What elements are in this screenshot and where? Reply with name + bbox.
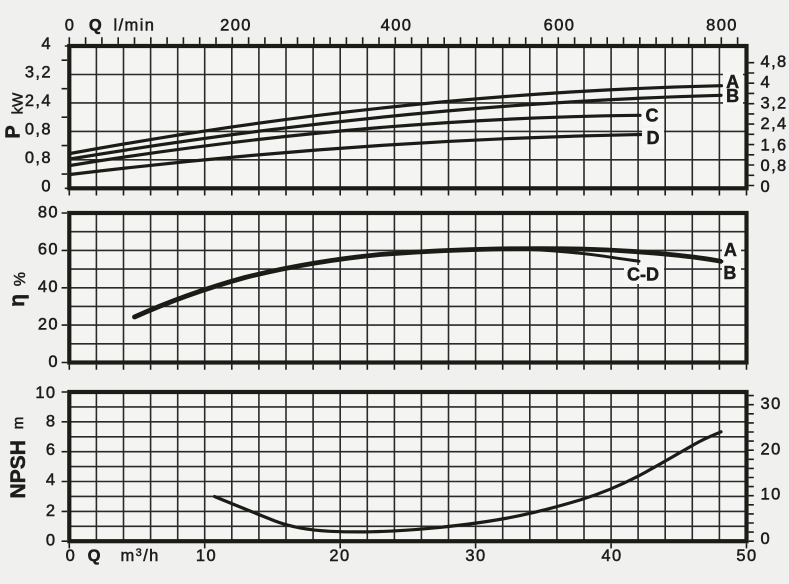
svg-text:10: 10 xyxy=(196,547,217,565)
svg-text:0,8: 0,8 xyxy=(761,157,788,175)
svg-text:C-D: C-D xyxy=(627,265,659,285)
svg-text:2,4: 2,4 xyxy=(761,115,788,133)
svg-text:600: 600 xyxy=(544,17,576,35)
svg-text:0,8: 0,8 xyxy=(25,149,52,167)
svg-text:0: 0 xyxy=(66,547,77,565)
svg-text:0,8: 0,8 xyxy=(25,120,52,138)
svg-text:B: B xyxy=(726,86,739,106)
svg-text:10: 10 xyxy=(761,486,782,504)
svg-text:800: 800 xyxy=(706,17,738,35)
svg-text:4: 4 xyxy=(46,471,57,489)
svg-text:m: m xyxy=(10,417,27,430)
svg-text:%: % xyxy=(12,272,29,286)
svg-text:6: 6 xyxy=(46,441,57,459)
svg-text:20: 20 xyxy=(761,441,782,459)
svg-text:m3/h: m3/h xyxy=(121,547,160,565)
svg-text:NPSH: NPSH xyxy=(7,440,30,498)
svg-text:2,4: 2,4 xyxy=(25,92,52,110)
svg-text:A: A xyxy=(726,72,739,92)
svg-text:η: η xyxy=(6,294,29,307)
svg-text:30: 30 xyxy=(465,547,486,565)
svg-text:80: 80 xyxy=(38,203,59,221)
svg-text:0: 0 xyxy=(41,177,52,195)
svg-text:200: 200 xyxy=(220,17,252,35)
svg-text:4: 4 xyxy=(761,74,772,92)
svg-text:8: 8 xyxy=(46,413,57,431)
svg-text:60: 60 xyxy=(38,241,59,259)
svg-text:C: C xyxy=(646,106,659,126)
svg-text:2: 2 xyxy=(46,502,57,520)
svg-text:4,8: 4,8 xyxy=(761,53,788,71)
svg-text:10: 10 xyxy=(35,384,56,402)
svg-text:20: 20 xyxy=(38,316,59,334)
svg-text:0: 0 xyxy=(761,530,772,548)
svg-text:kW: kW xyxy=(10,92,27,115)
svg-text:30: 30 xyxy=(761,395,782,413)
svg-text:3,2: 3,2 xyxy=(25,64,52,82)
svg-text:40: 40 xyxy=(601,547,622,565)
svg-text:D: D xyxy=(647,128,660,148)
svg-text:0: 0 xyxy=(761,178,772,196)
svg-text:0: 0 xyxy=(48,353,59,371)
svg-text:20: 20 xyxy=(329,547,350,565)
svg-text:Q: Q xyxy=(89,17,103,35)
svg-text:4: 4 xyxy=(41,35,52,53)
svg-text:A: A xyxy=(724,240,737,260)
svg-text:50: 50 xyxy=(736,547,757,565)
svg-text:Q: Q xyxy=(88,547,102,565)
svg-text:0: 0 xyxy=(46,532,57,550)
svg-text:40: 40 xyxy=(38,278,59,296)
svg-text:400: 400 xyxy=(381,17,413,35)
svg-text:3,2: 3,2 xyxy=(761,94,788,112)
svg-text:1,6: 1,6 xyxy=(761,136,788,154)
svg-text:l/min: l/min xyxy=(114,17,156,35)
svg-text:B: B xyxy=(723,263,736,283)
svg-text:P: P xyxy=(3,125,25,138)
svg-text:0: 0 xyxy=(65,17,76,35)
